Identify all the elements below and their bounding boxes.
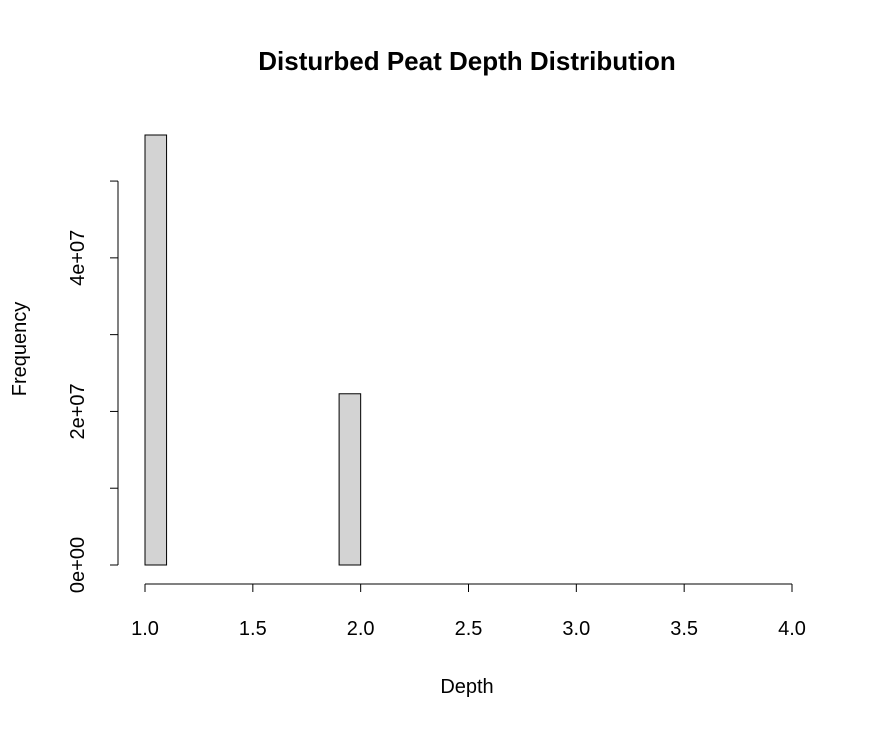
histogram-bar-9 xyxy=(338,393,362,566)
x-axis: 1.0 1.5 2.0 2.5 3.0 3.5 4.0 xyxy=(131,583,806,640)
x-tick-label-4: 3.0 xyxy=(562,618,590,640)
x-tick-label-2: 2.0 xyxy=(347,618,375,640)
x-tick-label-1: 1.5 xyxy=(239,618,267,640)
x-axis-label: Depth xyxy=(440,676,493,698)
chart-title: Disturbed Peat Depth Distribution xyxy=(258,46,675,76)
x-tick-label-0: 1.0 xyxy=(131,618,159,640)
bars-group xyxy=(144,134,362,566)
x-tick-label-5: 3.5 xyxy=(670,618,698,640)
y-tick-label-0: 0e+00 xyxy=(67,537,89,593)
y-axis-label: Frequency xyxy=(9,302,31,397)
y-axis: 0e+00 2e+07 4e+07 xyxy=(67,180,119,593)
x-tick-label-3: 2.5 xyxy=(455,618,483,640)
histogram-bar-0 xyxy=(144,134,168,566)
y-tick-label-2: 2e+07 xyxy=(67,383,89,439)
y-tick-label-4: 4e+07 xyxy=(67,230,89,286)
x-tick-label-6: 4.0 xyxy=(778,618,806,640)
